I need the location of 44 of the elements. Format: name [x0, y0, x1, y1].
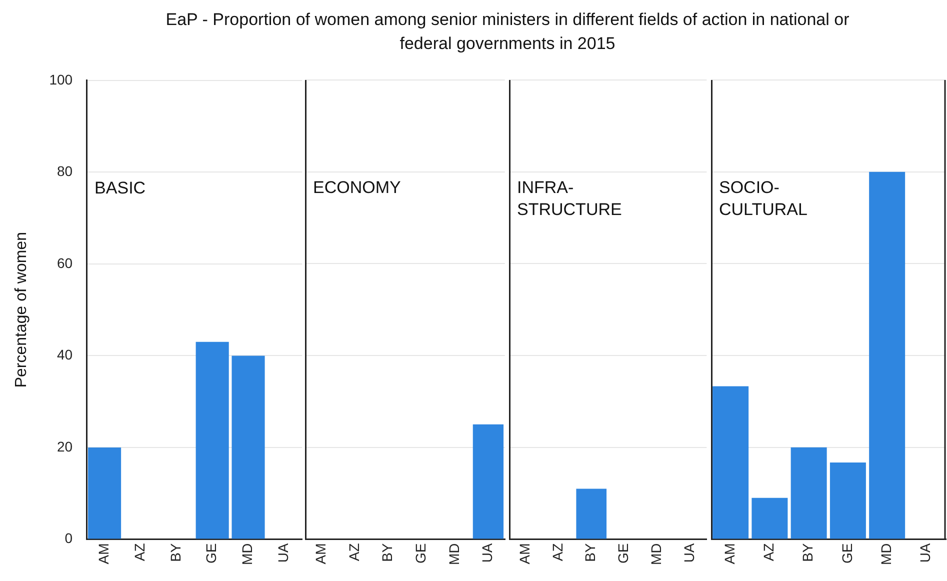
x-tick-label: MD: [446, 543, 462, 566]
x-tick-label: BY: [167, 542, 184, 562]
bar: [712, 386, 749, 539]
x-tick-label: AZ: [760, 542, 777, 562]
x-tick-label: AZ: [346, 542, 362, 562]
x-tick-label: BY: [379, 542, 396, 562]
x-tick-label: BY: [582, 542, 598, 562]
x-tick-label: GE: [615, 543, 632, 564]
x-tick-label: AZ: [549, 542, 566, 562]
x-tick-label: AM: [95, 543, 112, 564]
x-tick-label: UA: [275, 542, 292, 563]
y-axis-title: Percentage of women: [13, 232, 30, 388]
x-tick-label: GE: [838, 543, 855, 564]
x-tick-label: GE: [203, 543, 220, 564]
x-tick-label: AM: [516, 543, 532, 564]
bar: [196, 342, 229, 539]
y-tick-label: 40: [56, 346, 73, 363]
annotation: SOCIO- CULTURAL: [719, 178, 808, 220]
x-tick-label: AM: [312, 543, 329, 564]
text: EaP - Proportion of women among senior ministers in different fields of action in national or federal governments in 2015: [164, 9, 850, 55]
y-tick-label: 0: [64, 530, 73, 546]
x-tick-label: UA: [681, 542, 698, 563]
y-tick-label: 80: [56, 163, 73, 180]
bar: [869, 172, 906, 539]
annotation: ECONOMY: [313, 178, 401, 198]
bar: [232, 356, 265, 539]
x-tick-label: AZ: [131, 542, 148, 562]
y-tick-label: 100: [49, 71, 73, 88]
x-tick-label: UA: [917, 542, 934, 563]
y-tick-label: 20: [56, 438, 73, 454]
x-tick-label: MD: [239, 543, 256, 566]
bar: [752, 498, 788, 539]
y-tick-label: 60: [56, 254, 73, 271]
bar: [88, 447, 122, 539]
bar: [790, 447, 827, 539]
x-tick-label: BY: [800, 542, 816, 562]
annotation: INFRA- STRUCTURE: [517, 178, 622, 220]
x-tick-label: MD: [648, 543, 664, 566]
x-tick-label: MD: [878, 543, 894, 566]
x-tick-label: GE: [412, 543, 428, 564]
annotation: BASIC: [94, 178, 146, 198]
x-tick-label: AM: [721, 543, 738, 564]
x-tick-label: UA: [479, 542, 496, 563]
bar: [830, 462, 866, 539]
